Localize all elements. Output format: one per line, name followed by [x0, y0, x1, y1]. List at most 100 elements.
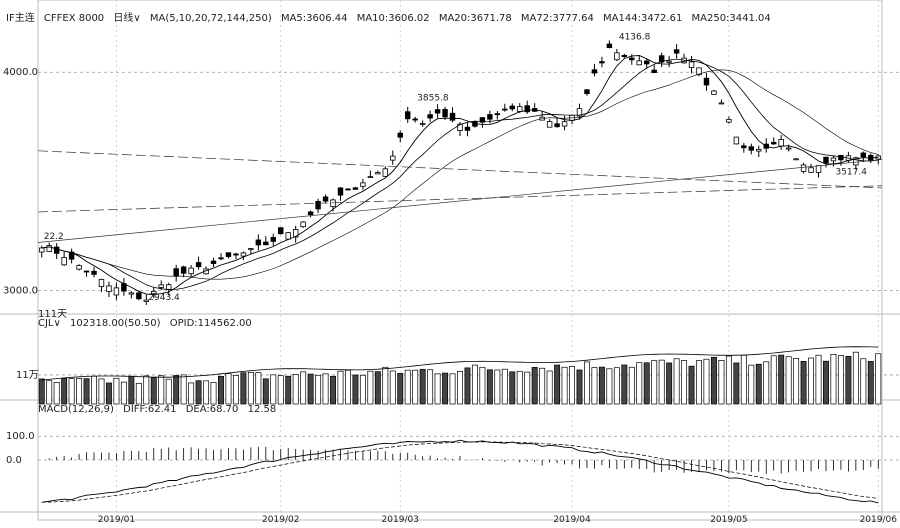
volume-bar — [46, 380, 53, 405]
candle-body — [218, 257, 224, 260]
candle-body — [53, 246, 60, 254]
volume-bar — [516, 370, 523, 405]
volume-bar — [778, 354, 785, 405]
candle-body — [188, 267, 194, 275]
candle-body — [853, 157, 859, 166]
candle-body — [606, 43, 613, 49]
volume-bar — [524, 371, 531, 405]
volume-bar — [262, 378, 269, 405]
macd-indicator-name[interactable]: MACD(12,26,9) — [38, 404, 114, 415]
ma-params[interactable]: MA(5,10,20,72,144,250) — [149, 13, 272, 24]
candle-body — [561, 121, 568, 127]
price-annotation: 2943.4 — [148, 293, 180, 303]
candle-body — [225, 252, 232, 257]
period-label: 日线 — [113, 13, 134, 24]
candle-body — [128, 292, 135, 295]
volume-bar — [584, 361, 590, 405]
candle-body — [173, 268, 179, 277]
ma250-value: MA250:3441.04 — [691, 13, 771, 24]
volume-bar — [710, 356, 717, 405]
candle-body — [180, 266, 187, 274]
volume-bar — [852, 351, 859, 405]
candle-body — [591, 69, 598, 74]
candle-body — [315, 200, 321, 210]
volume-bar — [860, 358, 867, 405]
candle-body — [337, 187, 344, 196]
volume-bar — [718, 360, 725, 405]
volume-bar — [733, 362, 740, 405]
candle-body — [233, 253, 239, 256]
volume-bar — [621, 364, 628, 405]
candle-body — [621, 54, 628, 57]
candle-body — [546, 121, 553, 128]
price-annotation: 3855.8 — [417, 94, 449, 104]
volume-indicator-selector[interactable]: CJL∨ — [38, 318, 61, 329]
volume-bar — [210, 382, 217, 405]
volume-bar — [830, 353, 837, 405]
volume-bar — [696, 360, 702, 405]
candle-body — [554, 123, 560, 128]
volume-bar — [464, 367, 471, 405]
x-tick-label: 2019/01 — [98, 515, 135, 524]
volume-bar — [113, 377, 120, 405]
candle-body — [165, 284, 172, 290]
candle-body — [382, 168, 389, 177]
volume-bar — [330, 375, 336, 405]
volume-bar — [315, 374, 322, 405]
volume-bar — [591, 367, 598, 405]
candle-body — [838, 154, 844, 161]
volume-bar — [359, 374, 366, 405]
candle-body — [711, 90, 717, 95]
candle-body — [860, 152, 867, 158]
volume-bar — [449, 373, 456, 405]
period-selector[interactable]: 日线∨ — [113, 13, 140, 24]
volume-bar — [61, 377, 68, 405]
volume-bar — [471, 364, 478, 405]
volume-bar — [143, 375, 150, 405]
volume-bar — [554, 364, 561, 405]
candle-body — [113, 287, 120, 296]
ma10-line — [41, 58, 879, 291]
volume-bar — [643, 362, 650, 405]
volume-bar — [457, 370, 463, 405]
candle-body — [322, 196, 329, 202]
volume-bar — [76, 378, 83, 405]
price-header: IF主连 CFFEX 8000 日线∨ MA(5,10,20,72,144,25… — [6, 9, 771, 24]
candle-body — [210, 260, 217, 264]
candle-body — [39, 247, 45, 253]
volume-bar — [240, 372, 247, 405]
volume-bar — [486, 369, 493, 405]
volume-bar — [68, 378, 75, 405]
volume-bar — [270, 374, 277, 405]
candle-body — [375, 172, 381, 175]
opid-value: OPID:114562.00 — [169, 318, 252, 329]
volume-bar — [561, 366, 568, 405]
volume-bar — [636, 362, 643, 405]
price-tick-label: 3000.0 — [3, 286, 38, 297]
candle-body — [405, 111, 411, 120]
chart-frame — [37, 0, 883, 521]
ma10-value: MA10:3606.02 — [356, 13, 430, 24]
volume-bar — [823, 360, 829, 405]
x-tick-label: 2019/05 — [710, 515, 747, 524]
candle-body — [726, 119, 732, 123]
candle-body — [815, 165, 822, 173]
volume-bar — [666, 362, 673, 405]
diff-line — [41, 439, 879, 504]
candle-body — [46, 245, 52, 252]
candle-body — [487, 114, 493, 120]
candle-body — [785, 147, 792, 150]
volume-bar — [83, 378, 90, 405]
candle-body — [778, 139, 784, 147]
candle-body — [449, 112, 456, 121]
candle-body — [442, 109, 448, 118]
volume-indicator-name: CJL — [38, 318, 54, 329]
volume-bar — [98, 378, 105, 405]
price-tick-label: 4000.0 — [3, 67, 38, 78]
volume-bar — [569, 366, 575, 405]
candle-body — [91, 270, 97, 275]
candle-body — [76, 265, 82, 270]
ma5-value: MA5:3606.44 — [280, 13, 348, 24]
candle-body — [651, 69, 657, 73]
